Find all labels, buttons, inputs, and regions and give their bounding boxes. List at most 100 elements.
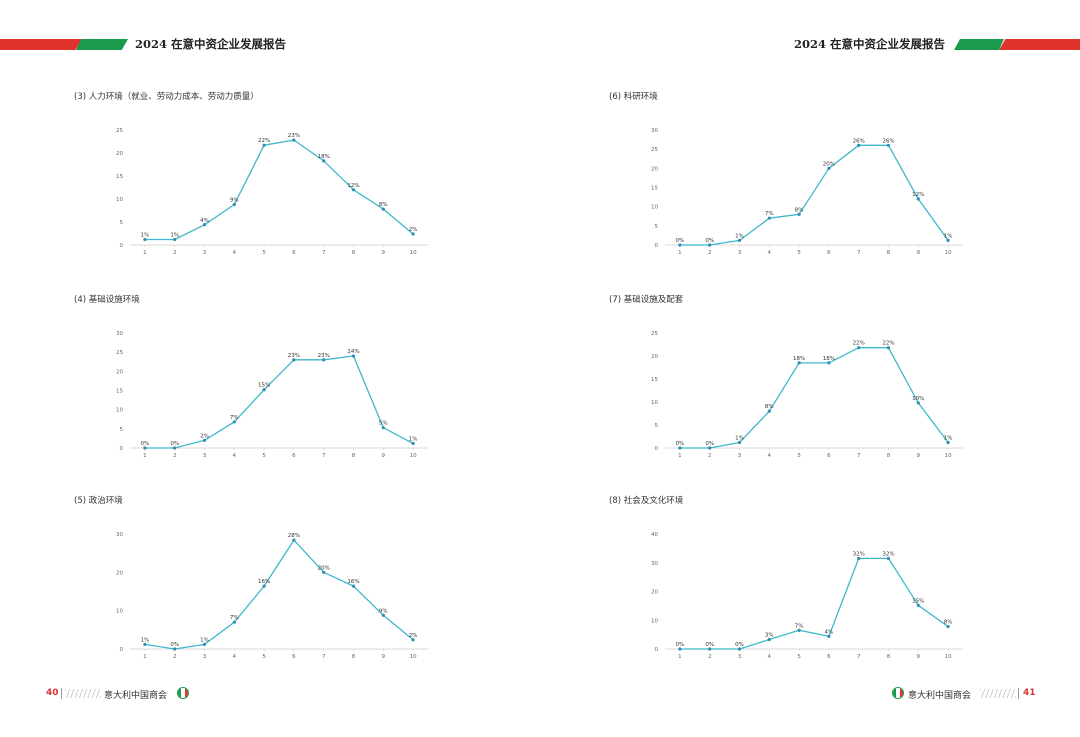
data-point [322, 159, 326, 163]
data-label: 1% [170, 232, 179, 238]
y-tick-label: 20 [651, 590, 658, 596]
data-label: 1% [200, 637, 209, 643]
data-point [797, 628, 801, 632]
data-label: 2% [200, 433, 209, 439]
y-tick-label: 10 [651, 205, 658, 211]
data-point [886, 143, 891, 147]
y-tick-label: 0 [120, 647, 124, 653]
data-label: 0% [705, 642, 714, 648]
data-point [292, 138, 296, 142]
x-tick-label: 5 [262, 654, 266, 660]
data-point [857, 143, 861, 147]
x-tick-label: 1 [143, 250, 147, 256]
data-point [322, 358, 326, 362]
data-label: 16% [258, 579, 270, 585]
x-tick-label: 10 [410, 453, 417, 459]
data-point [678, 446, 682, 450]
data-label: 8% [765, 404, 774, 410]
data-point [827, 166, 831, 170]
data-label: 22% [882, 341, 894, 347]
y-tick-label: 25 [651, 331, 658, 337]
x-tick-label: 5 [797, 453, 801, 459]
data-point [411, 638, 415, 642]
data-label: 0% [705, 441, 714, 447]
x-tick-label: 6 [827, 250, 831, 256]
data-point [827, 634, 831, 638]
chamber-logo-icon-left [177, 687, 189, 699]
x-tick-label: 6 [292, 453, 296, 459]
x-tick-label: 3 [203, 250, 207, 256]
line-chart-political: 0 10 20 30 1 2 3 4 5 6 7 8 9 10 1% 0% 1% 7% 16% 28% 20% 16% 9%… [116, 532, 428, 660]
x-tick-label: 6 [292, 654, 296, 660]
data-point [381, 207, 385, 211]
data-label: 0% [676, 441, 685, 447]
header-red-stripe-right [999, 39, 1080, 50]
x-tick-label: 10 [410, 250, 417, 256]
data-label: 22% [258, 138, 270, 144]
x-tick-label: 5 [797, 250, 801, 256]
chart-title-political: (5) 政治环境 [74, 496, 123, 506]
data-point [708, 243, 712, 247]
line-chart-research: 0 5 10 15 20 25 30 1 2 3 4 5 6 7 8 9 10 0% 0% 1% 7% 8% 20% 26% 2… [651, 128, 963, 256]
x-tick-label: 9 [382, 453, 386, 459]
y-tick-label: 15 [651, 186, 658, 192]
data-label: 5% [379, 421, 388, 427]
y-tick-label: 20 [116, 151, 123, 157]
x-tick-label: 4 [768, 453, 772, 459]
data-point [262, 388, 266, 392]
x-tick-label: 10 [945, 453, 952, 459]
x-tick-label: 5 [262, 453, 266, 459]
x-tick-label: 7 [857, 453, 861, 459]
data-label: 0% [141, 441, 150, 447]
data-label: 9% [379, 608, 388, 614]
x-tick-label: 9 [382, 250, 386, 256]
line-chart-infrastructure: 0 5 10 15 20 25 30 1 2 3 4 5 6 7 8 9 10 0% 0% 2% 7% 15% 23% 23%… [116, 331, 428, 459]
y-tick-label: 15 [651, 377, 658, 383]
x-tick-label: 8 [887, 453, 891, 459]
data-point [886, 346, 891, 350]
data-point [737, 647, 742, 651]
y-tick-label: 15 [116, 389, 123, 395]
x-tick-label: 4 [233, 654, 237, 660]
chart-title-social-cultural: (8) 社会及文化环境 [609, 496, 684, 506]
data-label: 32% [882, 551, 894, 557]
x-tick-label: 6 [827, 453, 831, 459]
data-label: 0% [735, 642, 744, 648]
y-tick-label: 0 [655, 647, 659, 653]
data-point [351, 354, 356, 358]
x-tick-label: 8 [887, 250, 891, 256]
data-label: 18% [318, 154, 330, 160]
footer-org-right: 意大利中国商会 [908, 691, 972, 701]
y-tick-label: 5 [655, 423, 659, 429]
x-tick-label: 2 [173, 250, 177, 256]
y-tick-label: 20 [116, 369, 123, 375]
data-point [173, 446, 177, 450]
data-label: 3% [765, 633, 774, 639]
x-tick-label: 7 [857, 250, 861, 256]
data-label: 4% [825, 629, 834, 635]
y-tick-label: 25 [116, 128, 123, 134]
data-label: 7% [765, 211, 774, 217]
data-point [262, 143, 266, 147]
data-label: 15% [258, 383, 270, 389]
y-tick-label: 10 [116, 197, 123, 203]
footer-hatch-left [65, 689, 101, 698]
y-tick-label: 20 [116, 570, 123, 576]
data-point [797, 212, 801, 216]
x-tick-label: 9 [917, 453, 921, 459]
data-point [946, 624, 950, 629]
y-tick-label: 0 [655, 243, 659, 249]
y-tick-label: 20 [651, 166, 658, 172]
data-label: 26% [853, 138, 865, 144]
header-green-stripe-right [954, 39, 1004, 50]
data-label: 1% [944, 233, 953, 239]
data-point [143, 237, 147, 242]
x-tick-label: 3 [738, 654, 742, 660]
data-point [232, 202, 236, 207]
x-tick-label: 3 [203, 654, 207, 660]
data-label: 10% [912, 396, 924, 402]
data-label: 1% [735, 233, 744, 239]
x-tick-label: 2 [708, 654, 712, 660]
page-number-right: 41 [1023, 688, 1036, 698]
series-line [144, 539, 414, 650]
